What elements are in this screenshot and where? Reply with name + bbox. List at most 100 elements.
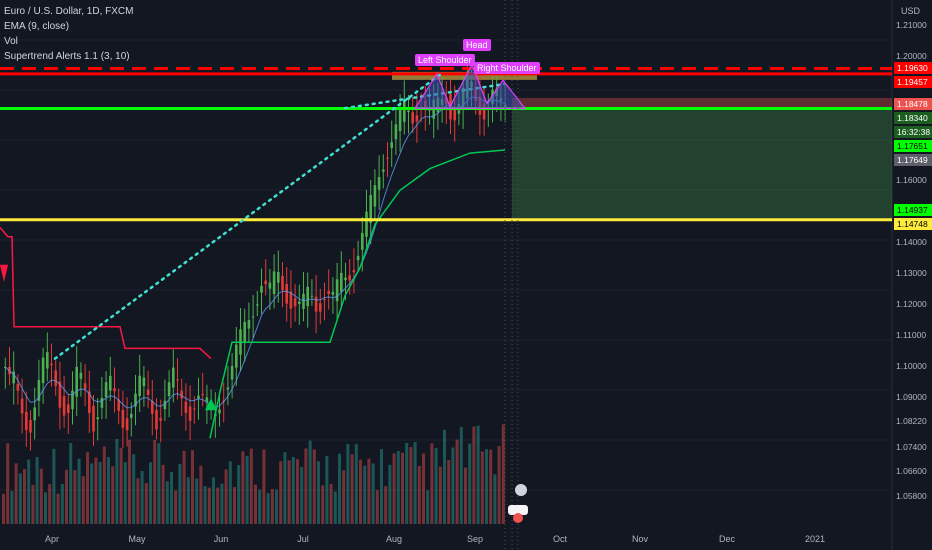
volume-bar: [300, 466, 304, 524]
volume-bar: [241, 451, 245, 524]
y-tick-label: 1.13000: [896, 268, 927, 278]
volume-bar: [275, 489, 278, 524]
candle-body: [218, 409, 221, 414]
stop-zone: [512, 97, 892, 109]
volume-bar: [149, 462, 152, 524]
trendline-lower: [53, 73, 442, 360]
volume-bar: [426, 490, 430, 524]
candle-body: [184, 401, 188, 414]
candle-body: [109, 375, 112, 391]
volume-bar: [56, 493, 60, 524]
candle-body: [205, 397, 209, 403]
target-zone: [512, 108, 892, 220]
volume-bar: [65, 469, 68, 524]
volume-bar: [18, 473, 22, 524]
candle-body: [230, 366, 234, 380]
volume-bar: [468, 443, 472, 524]
volume-bar: [119, 447, 123, 524]
candle-body: [113, 388, 116, 392]
volume-bar: [14, 463, 18, 524]
volume-bar: [342, 470, 346, 524]
candle-body: [352, 269, 356, 273]
volume-bar: [401, 452, 404, 524]
volume-bar: [371, 463, 375, 524]
volume-bar: [249, 448, 253, 524]
volume-bar: [245, 456, 249, 524]
legend-symbol[interactable]: Euro / U.S. Dollar, 1D, FXCM: [4, 6, 134, 17]
candle-body: [256, 304, 259, 306]
candle-body: [272, 271, 276, 295]
x-tick-label: 2021: [804, 534, 826, 544]
candle-body: [369, 195, 372, 223]
volume-bar: [52, 448, 56, 524]
volume-bar: [254, 484, 257, 524]
price-axis-currency: USD: [900, 6, 920, 16]
volume-bar: [388, 464, 392, 524]
volume-bar: [31, 484, 35, 524]
volume-bar: [308, 440, 312, 524]
volume-bar: [98, 462, 102, 524]
x-tick-label: Apr: [44, 534, 60, 544]
x-tick-label: Sep: [466, 534, 484, 544]
volume-bar: [493, 474, 497, 524]
candle-body: [403, 101, 406, 122]
volume-bar: [270, 489, 274, 524]
candle-body: [281, 275, 284, 291]
candle-body: [260, 285, 263, 293]
volume-bar: [417, 465, 421, 524]
candle-body: [96, 417, 99, 420]
volume-bar: [480, 451, 484, 524]
candle-body: [197, 395, 200, 399]
y-tick-label: 1.11000: [896, 330, 927, 340]
candle-body: [20, 398, 24, 414]
volume-bar: [228, 461, 232, 524]
volume-bar: [367, 458, 371, 524]
volume-bar: [434, 448, 438, 524]
volume-bar: [317, 461, 320, 524]
candle-body: [482, 103, 486, 120]
candle-body: [163, 400, 167, 410]
x-tick-label: Dec: [718, 534, 736, 544]
volume-bar: [140, 471, 144, 524]
volume-bar: [191, 450, 194, 524]
candle-body: [319, 303, 322, 312]
legend-vol[interactable]: Vol: [4, 36, 18, 47]
y-tick-label: 1.21000: [896, 20, 927, 30]
candle-body: [201, 394, 204, 396]
candle-body: [327, 291, 330, 294]
volume-bar: [144, 482, 148, 524]
candle-body: [373, 185, 377, 207]
x-tick-label: May: [128, 534, 146, 544]
candle-body: [247, 320, 251, 329]
candle-body: [180, 390, 183, 399]
candle-body: [226, 387, 230, 390]
volume-bar: [2, 494, 5, 524]
volume-bar: [459, 427, 463, 524]
y-tick-label: 1.07400: [896, 441, 927, 452]
candle-body: [125, 418, 129, 431]
candle-body: [25, 411, 28, 431]
volume-bar: [27, 459, 31, 524]
volume-bar: [77, 458, 81, 524]
volume-bar: [102, 446, 106, 524]
volume-bar: [325, 455, 329, 524]
volume-bar: [304, 448, 308, 524]
legend-ema[interactable]: EMA (9, close): [4, 21, 70, 32]
volume-bar: [195, 478, 199, 524]
volume-bar: [409, 447, 413, 524]
legend-supertrend[interactable]: Supertrend Alerts 1.1 (3, 10): [4, 51, 130, 62]
price-label: 1.14748: [894, 218, 932, 230]
price-label: 1.19457: [894, 76, 932, 88]
volume-bar: [224, 469, 228, 524]
x-tick-label: Jul: [297, 534, 309, 544]
candle-body: [298, 301, 301, 304]
candle-body: [331, 291, 335, 295]
y-tick-label: 1.06600: [896, 466, 927, 477]
candle-body: [285, 284, 288, 304]
supertrend-buy-arrow: [205, 398, 217, 411]
candle-body: [340, 272, 343, 292]
volume-bar: [207, 487, 211, 524]
volume-bar: [438, 466, 442, 524]
